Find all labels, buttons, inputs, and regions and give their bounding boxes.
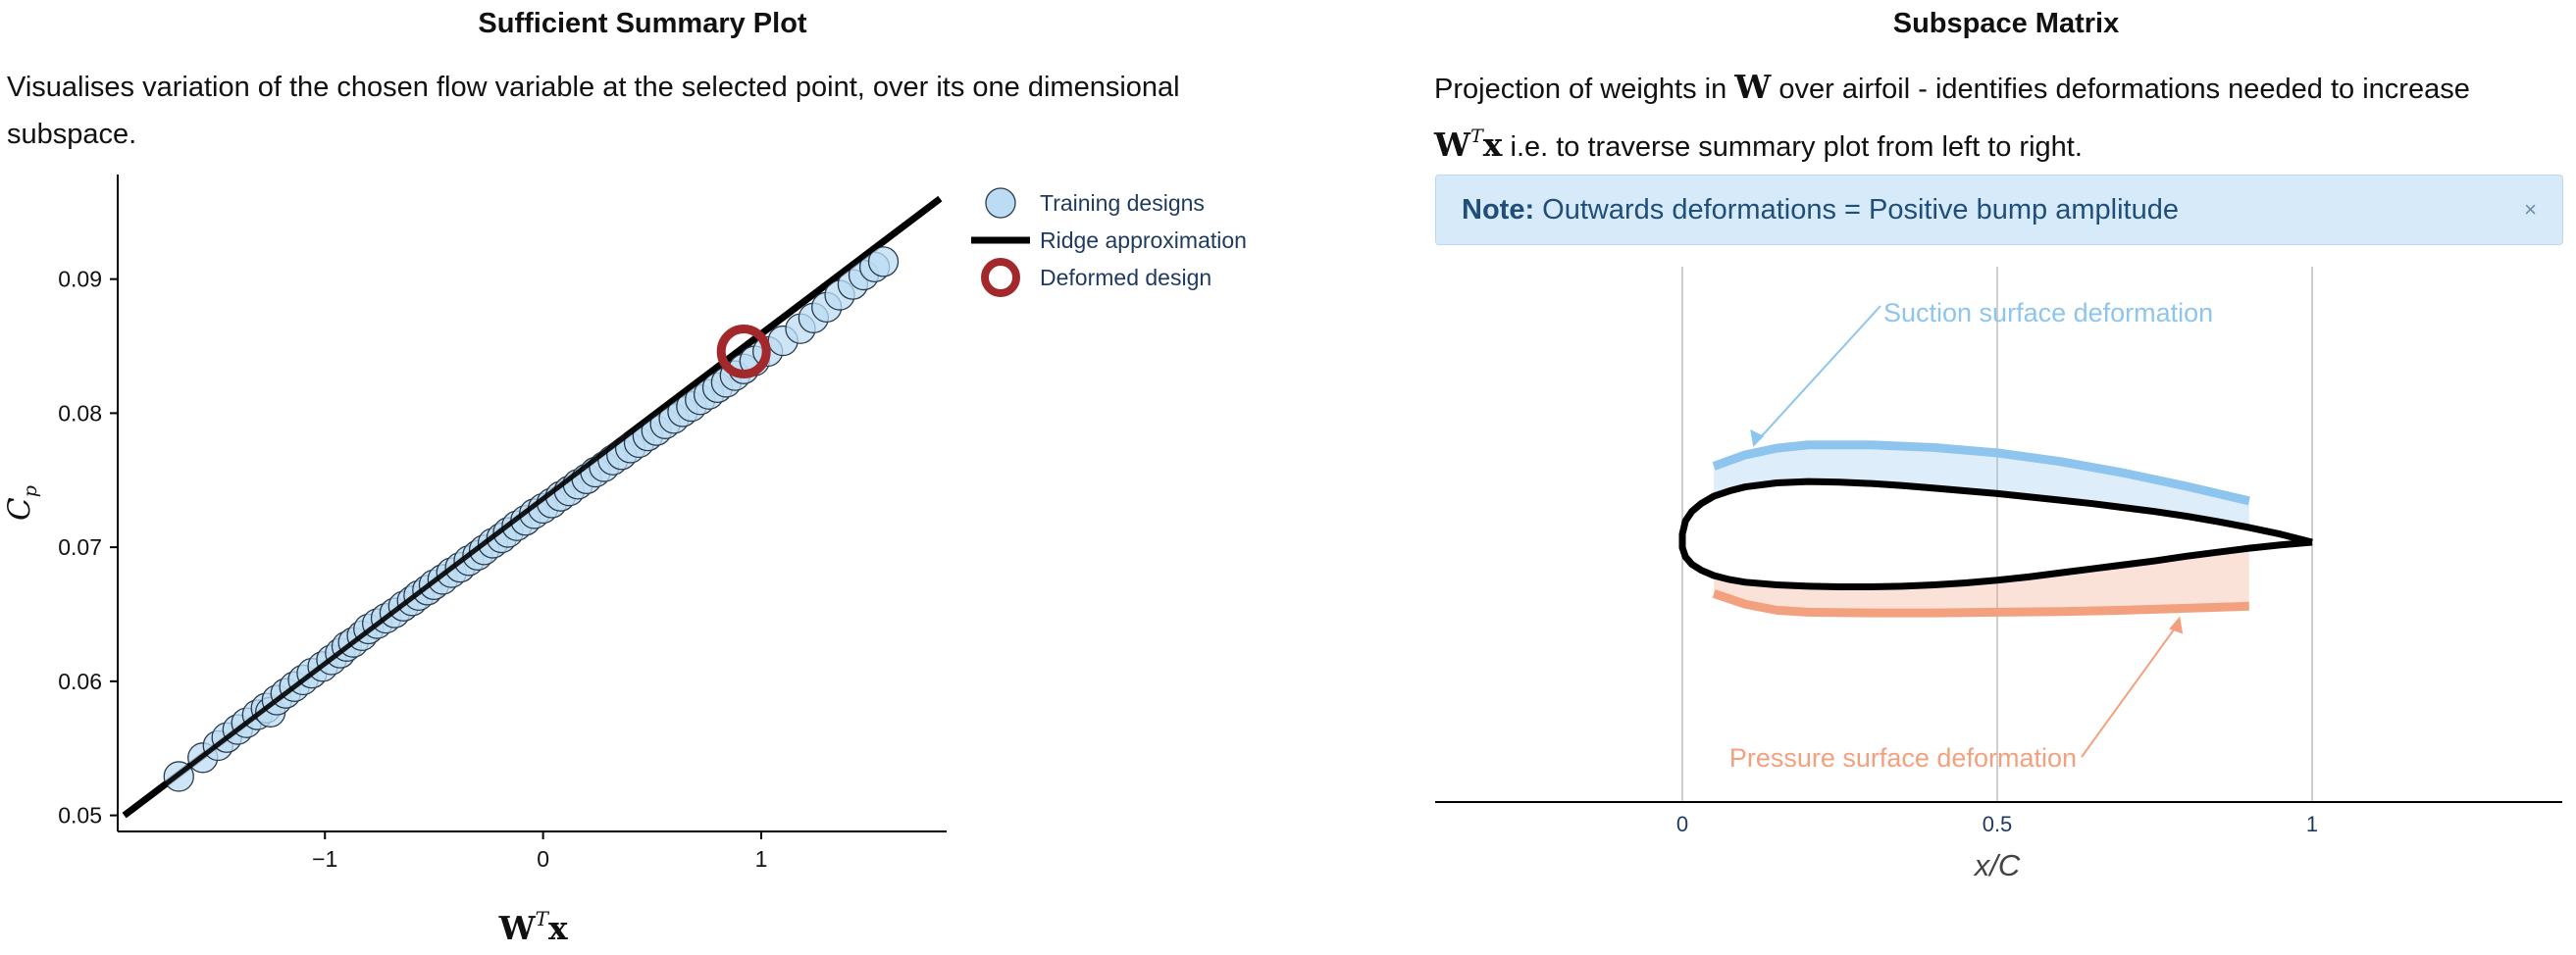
x-tick-label: 0 — [537, 846, 549, 872]
suction-annotation-arrow — [1756, 305, 1881, 442]
subspace-matrix-description: Projection of weights in W over airfoil … — [1434, 64, 2572, 171]
summary-plot-chart[interactable]: 0.05 0.06 0.07 0.08 0.09 −1 0 1 WTx Cp Training de… — [0, 0, 1275, 955]
note-label: Note: — [1462, 194, 1535, 226]
legend-deformed-label: Deformed design — [1040, 265, 1211, 290]
desc-text-1: Projection of weights in — [1434, 74, 1735, 105]
subspace-matrix-panel: Subspace Matrix Projection of weights in… — [1427, 0, 2576, 955]
y-tick-label: 0.08 — [58, 400, 102, 426]
note-text: Outwards deformations = Positive bump am… — [1534, 194, 2179, 226]
x-tick-label: 1 — [755, 846, 768, 872]
legend-ridge-label: Ridge approximation — [1040, 227, 1247, 253]
suction-deformation-fill — [1714, 444, 2249, 528]
x-tick-label: 0 — [1676, 812, 1688, 836]
y-tick-label: 0.06 — [58, 669, 102, 694]
desc-text-2: over airfoil - identifies deformations n… — [1771, 74, 2470, 105]
x-tick-label: 0.5 — [1983, 812, 2013, 836]
airfoil-outline — [1678, 478, 2313, 591]
training-design-point[interactable] — [867, 246, 900, 277]
deformed-design-marker[interactable] — [716, 324, 771, 378]
pressure-arrowhead-icon — [2169, 616, 2184, 634]
pressure-deformation-line[interactable] — [1712, 589, 2249, 618]
legend-deformed-marker — [981, 258, 1020, 297]
note-alert: Note: Outwards deformations = Positive b… — [1435, 175, 2563, 245]
suction-deformation-line[interactable] — [1712, 440, 2250, 506]
desc-math-t: T — [1470, 126, 1483, 147]
desc-text-3: i.e. to traverse summary plot from left … — [1502, 131, 2083, 163]
pressure-deformation-fill — [1714, 548, 2249, 614]
subspace-matrix-chart[interactable]: 0 0.5 1 x/C Suction surface deformation Press… — [1427, 0, 2576, 955]
subspace-matrix-title: Subspace Matrix — [1892, 8, 2120, 39]
summary-plot-title: Sufficient Summary Plot — [478, 8, 807, 39]
close-icon[interactable]: × — [2524, 197, 2537, 222]
x-tick-label: −1 — [312, 846, 337, 872]
x-axis-label: WTx — [498, 907, 568, 947]
pressure-annotation-arrow — [2081, 623, 2179, 758]
pressure-annotation-label: Pressure surface deformation — [1729, 743, 2077, 773]
suction-arrowhead-icon — [1750, 428, 1765, 447]
y-tick-label: 0.05 — [58, 803, 102, 829]
x-tick-label: 1 — [2306, 812, 2318, 836]
ridge-approximation-line-overlay — [123, 196, 942, 818]
y-tick-label: 0.09 — [58, 267, 102, 292]
summary-plot-panel: Sufficient Summary Plot Visualises varia… — [0, 0, 1275, 955]
desc-math-w: W — [1734, 68, 1772, 106]
summary-plot-description: Visualises variation of the chosen flow … — [7, 72, 1180, 150]
y-axis-label: Cp — [2, 485, 41, 521]
legend-training-marker — [985, 187, 1016, 219]
y-tick-label: 0.07 — [58, 534, 102, 560]
desc-math-x: x — [1482, 126, 1503, 164]
desc-math-w2: W — [1434, 126, 1471, 164]
legend-training-label: Training designs — [1040, 190, 1205, 216]
x-axis-label: x/C — [1973, 848, 2021, 882]
suction-annotation-label: Suction surface deformation — [1883, 298, 2213, 327]
